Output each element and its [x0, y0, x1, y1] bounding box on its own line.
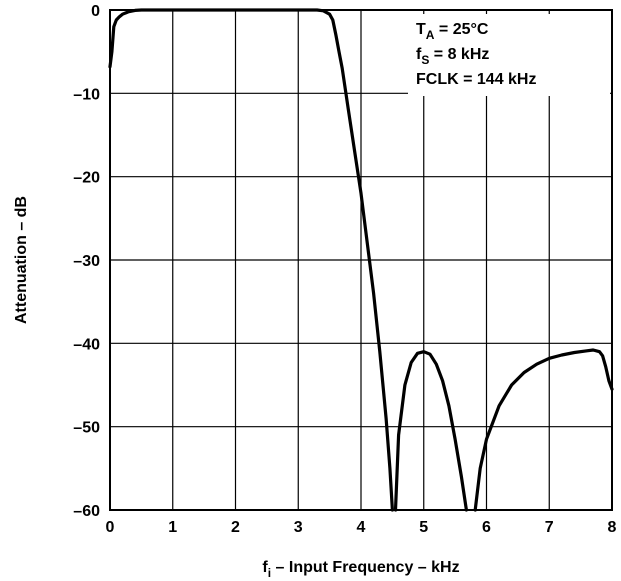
y-tick-label: –10 — [73, 86, 100, 103]
y-tick-label: –40 — [73, 336, 100, 353]
annotation-background — [408, 14, 610, 96]
y-tick-label: –60 — [73, 503, 100, 520]
plot-frame — [109, 9, 613, 511]
annotation-fclk: FCLK = 144 kHz — [416, 71, 536, 88]
x-tick-label: 7 — [545, 519, 554, 536]
attenuation-curve-segment-3 — [473, 348, 614, 512]
y-tick-label: 0 — [91, 3, 100, 20]
x-axis-title: fi – Input Frequency – kHz — [262, 559, 459, 580]
y-axis-title: Attenuation – dB — [13, 196, 30, 324]
annotation-sample-rate: fS = 8 kHz — [416, 46, 489, 67]
y-tick-label: –20 — [73, 170, 100, 187]
x-tick-label: 3 — [294, 519, 303, 536]
x-tick-label: 8 — [608, 519, 617, 536]
x-tick-labels: 0 1 2 3 4 5 6 7 8 — [106, 519, 617, 536]
x-tick-label: 1 — [168, 519, 177, 536]
x-tick-label: 5 — [419, 519, 428, 536]
y-tick-label: –30 — [73, 253, 100, 270]
x-tick-label: 4 — [357, 519, 366, 536]
annotation-temperature: TA = 25°C — [416, 21, 489, 42]
y-tick-labels: 0 –10 –20 –30 –40 –50 –60 — [73, 3, 100, 520]
x-tick-label: 0 — [106, 519, 115, 536]
x-tick-label: 2 — [231, 519, 240, 536]
attenuation-curve-segment-2 — [393, 350, 468, 512]
y-tick-label: –50 — [73, 420, 100, 437]
x-tick-label: 6 — [482, 519, 491, 536]
